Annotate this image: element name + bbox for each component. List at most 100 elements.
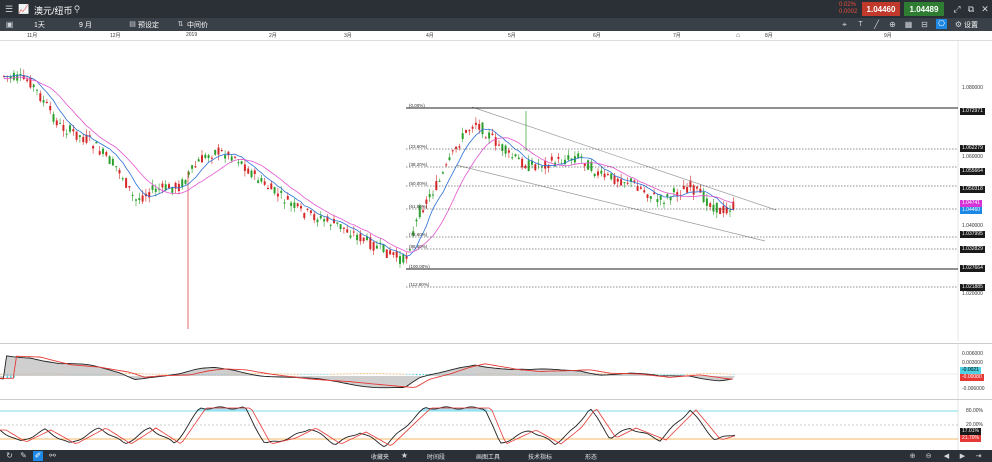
instrument-title[interactable]: 澳元/纽币 xyxy=(34,6,73,16)
crosshair-icon[interactable]: ⌖ xyxy=(842,19,847,29)
price-type-select[interactable]: 中间价 xyxy=(187,22,208,29)
candle-body xyxy=(323,219,326,222)
layout-icon[interactable]: ▣ xyxy=(5,19,14,29)
candle-body xyxy=(428,193,431,198)
candle-body xyxy=(303,212,306,218)
favorites-button[interactable]: 收藏夹 xyxy=(371,455,390,461)
candle-body xyxy=(161,183,164,188)
stochastic-panel[interactable] xyxy=(0,399,992,450)
macd-panel[interactable] xyxy=(0,343,992,399)
compare-icon[interactable]: ⊟ xyxy=(921,19,928,29)
time-label: 9月 xyxy=(884,33,892,39)
macd-bar xyxy=(693,373,695,375)
candle-body xyxy=(197,159,200,162)
pencil-icon[interactable]: ✎ xyxy=(20,451,27,460)
macd-bar xyxy=(330,373,332,375)
candle-body xyxy=(402,254,405,263)
brush-icon[interactable]: ✐ xyxy=(33,451,43,461)
preset-select[interactable]: 预设定 xyxy=(138,22,159,29)
macd-axis-label: 0.006000 xyxy=(962,351,983,357)
candle-body xyxy=(247,168,250,174)
candle-body xyxy=(474,122,477,125)
buy-price-button[interactable]: 1.04489 xyxy=(904,2,944,16)
gear-icon[interactable]: ⚙ xyxy=(954,19,963,29)
candle-body xyxy=(412,231,415,236)
interval-select[interactable]: 1天 xyxy=(34,22,45,29)
popout-icon[interactable]: ⧉ xyxy=(967,3,975,14)
candle-body xyxy=(253,170,256,175)
macd-value-tag: -0.00080 xyxy=(960,374,984,381)
candle-body xyxy=(709,203,712,207)
macd-bar xyxy=(151,373,154,375)
sell-price-button[interactable]: 1.04460 xyxy=(862,2,900,16)
expand-icon[interactable]: ⤢ xyxy=(953,3,961,14)
candle-body xyxy=(237,162,240,164)
macd-bar xyxy=(732,374,735,375)
macd-bar xyxy=(128,373,131,374)
refresh-icon[interactable]: ↻ xyxy=(6,451,13,460)
candle-body xyxy=(580,156,583,158)
price-type-icon: ⇅ xyxy=(177,21,184,28)
candle-body xyxy=(316,219,319,223)
timeframe-button[interactable]: 时间段 xyxy=(427,455,446,461)
scroll-left-icon[interactable]: ◀ xyxy=(943,452,950,460)
drawing-tools-button[interactable]: 画图工具 xyxy=(476,455,501,461)
candle-body xyxy=(59,122,62,124)
macd-bar xyxy=(125,373,127,374)
candle-body xyxy=(128,186,131,188)
grid-icon[interactable]: ▦ xyxy=(904,19,913,29)
candle-body xyxy=(620,179,623,186)
candle-body xyxy=(131,194,134,196)
home-marker-icon[interactable]: ⌂ xyxy=(735,31,741,39)
candle-body xyxy=(250,170,253,178)
star-icon[interactable]: ★ xyxy=(400,451,409,460)
candle-body xyxy=(171,187,174,193)
snapshot-icon[interactable]: ⎔ xyxy=(936,19,947,29)
candle-body xyxy=(422,210,425,213)
candle-body xyxy=(468,130,471,132)
patterns-button[interactable]: 形态 xyxy=(585,455,598,461)
zoom-in-icon[interactable]: ⊕ xyxy=(909,452,916,460)
scroll-right-icon[interactable]: ▶ xyxy=(959,452,966,460)
candle-body xyxy=(283,202,286,204)
candle-body xyxy=(32,84,35,88)
macd-bar xyxy=(273,373,276,375)
candle-body xyxy=(313,214,316,221)
magnet-icon[interactable]: ⚯ xyxy=(49,451,56,460)
macd-bar xyxy=(392,373,395,375)
settings-button[interactable]: 设置 xyxy=(964,22,978,29)
line-chart-icon[interactable]: 📈 xyxy=(18,3,30,14)
candle-body xyxy=(425,199,428,204)
candle-body xyxy=(168,184,170,189)
indicators-button[interactable]: 技术指标 xyxy=(528,455,553,461)
zoom-out-icon[interactable]: ⊖ xyxy=(925,452,932,460)
candle-body xyxy=(415,219,418,222)
candle-body xyxy=(174,182,177,189)
scroll-end-icon[interactable]: ⇥ xyxy=(975,452,982,460)
macd-bar xyxy=(379,373,382,375)
candle-body xyxy=(36,89,38,91)
candle-body xyxy=(630,178,632,182)
zoom-icon[interactable]: ⊕ xyxy=(889,19,896,29)
candle-body xyxy=(682,185,685,190)
macd-bar xyxy=(666,374,669,375)
candle-body xyxy=(336,222,339,224)
price-level-tag: 1.062279 xyxy=(960,145,985,152)
fib-level-label: (78.60%) xyxy=(409,232,428,237)
search-icon[interactable]: ⚲ xyxy=(73,3,81,14)
hamburger-icon[interactable]: ☰ xyxy=(4,3,14,14)
candle-body xyxy=(148,192,151,198)
candle-body xyxy=(346,229,349,233)
stoch-value-tag: 17.01% xyxy=(960,428,981,435)
candle-body xyxy=(590,161,593,171)
price-chart[interactable]: (0.00%) (23.60%) (38.20%) (50.00%) (61.80%) (… xyxy=(0,41,992,341)
macd-bar xyxy=(594,373,596,374)
time-label: 12月 xyxy=(110,33,121,39)
macd-bar xyxy=(729,373,731,375)
stoch-d-line xyxy=(0,407,736,446)
price-axis-label: 1.060000 xyxy=(962,154,983,160)
line-tool-icon[interactable]: ╱ xyxy=(874,19,879,29)
text-tool-icon[interactable]: T xyxy=(858,21,863,28)
range-select[interactable]: 9 月 xyxy=(79,22,92,29)
close-icon[interactable]: ✕ xyxy=(981,3,989,14)
